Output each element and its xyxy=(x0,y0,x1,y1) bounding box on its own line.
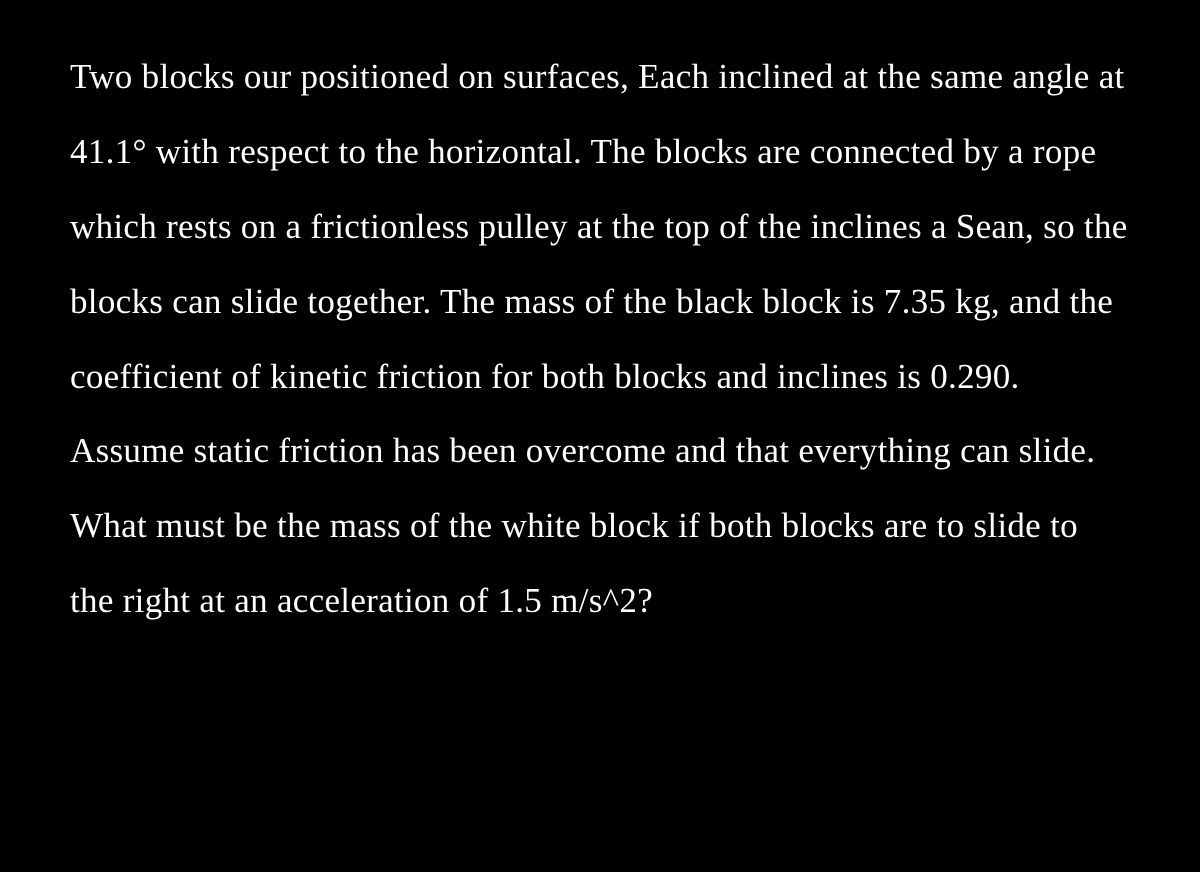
physics-problem-text: Two blocks our positioned on surfaces, E… xyxy=(70,40,1130,639)
